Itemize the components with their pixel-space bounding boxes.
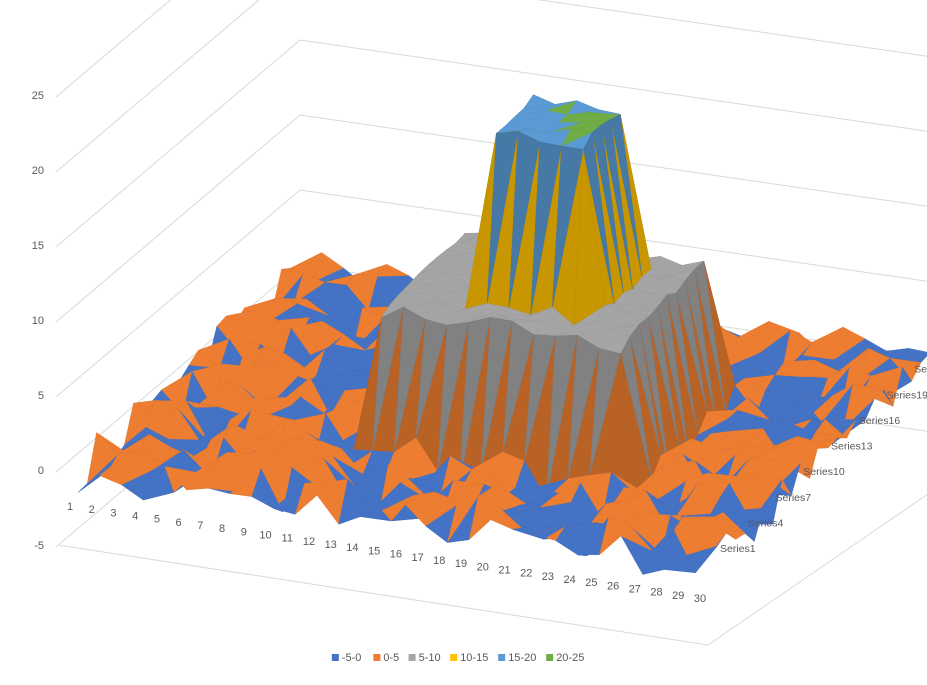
- legend-item-3: 10-15: [450, 652, 488, 664]
- x-tick-label-30: 30: [694, 593, 706, 605]
- legend-swatch-5: [546, 654, 553, 661]
- z-axis-tick-labels: -5 0 5 10 15 20 25: [32, 90, 44, 552]
- series-tick-label-series10: Series10: [803, 466, 845, 478]
- series-tick-label-series16: Series16: [859, 415, 901, 427]
- x-tick-label-10: 10: [259, 530, 271, 542]
- x-tick-label-7: 7: [197, 520, 203, 532]
- z-tick-label-15: 15: [32, 240, 44, 252]
- legend-item-4: 15-20: [498, 652, 536, 664]
- x-tick-label-5: 5: [154, 514, 160, 526]
- z-tick-label-10: 10: [32, 315, 44, 327]
- x-tick-label-22: 22: [520, 568, 532, 580]
- x-tick-label-25: 25: [585, 577, 597, 589]
- series-tick-label-series13: Series13: [831, 441, 873, 453]
- x-tick-label-29: 29: [672, 590, 684, 602]
- legend-item-1: 0-5: [373, 652, 399, 664]
- x-tick-label-15: 15: [368, 545, 380, 557]
- x-tick-label-1: 1: [67, 501, 73, 513]
- z-tick-label-0: 0: [38, 465, 44, 477]
- x-tick-label-11: 11: [282, 533, 293, 545]
- legend-swatch-2: [409, 654, 416, 661]
- legend-swatch-4: [498, 654, 505, 661]
- legend-label-2: 5-10: [419, 652, 441, 664]
- x-tick-label-16: 16: [390, 549, 402, 561]
- legend-item-2: 5-10: [409, 652, 441, 664]
- gridline-z-25: [56, 0, 927, 97]
- legend-label-4: 15-20: [508, 652, 536, 664]
- series-tick-label-series4: Series4: [748, 517, 784, 529]
- z-tick-label-25: 25: [32, 90, 44, 102]
- legend-label-1: 0-5: [383, 652, 399, 664]
- x-tick-label-27: 27: [629, 583, 641, 595]
- x-tick-label-17: 17: [411, 552, 423, 564]
- x-tick-label-23: 23: [542, 571, 554, 583]
- legend-label-0: -5-0: [342, 652, 362, 664]
- z-tick-label--5: -5: [34, 540, 44, 552]
- x-tick-label-14: 14: [346, 542, 358, 554]
- x-tick-label-2: 2: [89, 504, 95, 516]
- x-tick-label-24: 24: [564, 574, 576, 586]
- x-tick-label-4: 4: [132, 511, 138, 523]
- legend: -5-0 0-5 5-10 10-15 15-20 20-25: [332, 652, 585, 664]
- gridline-z-20: [56, 0, 927, 172]
- legend-item-5: 20-25: [546, 652, 584, 664]
- z-tick-label-20: 20: [32, 165, 44, 177]
- series-tick-label-series19: Series19: [887, 389, 927, 401]
- x-tick-label-19: 19: [455, 558, 467, 570]
- x-tick-label-18: 18: [433, 555, 445, 567]
- x-tick-label-8: 8: [219, 523, 225, 535]
- legend-swatch-0: [332, 654, 339, 661]
- x-tick-label-26: 26: [607, 580, 619, 592]
- legend-swatch-3: [450, 654, 457, 661]
- z-tick-label-5: 5: [38, 390, 44, 402]
- series-tick-label-series7: Series7: [776, 492, 812, 504]
- x-tick-label-9: 9: [241, 526, 247, 538]
- x-tick-label-13: 13: [325, 539, 337, 551]
- series-tick-label-series1: Series1: [720, 543, 756, 555]
- x-tick-label-3: 3: [110, 507, 116, 519]
- x-tick-label-20: 20: [477, 561, 489, 573]
- legend-swatch-1: [373, 654, 380, 661]
- x-tick-label-6: 6: [176, 517, 182, 529]
- x-tick-label-28: 28: [650, 587, 662, 599]
- legend-item-0: -5-0: [332, 652, 362, 664]
- x-tick-label-21: 21: [498, 564, 510, 576]
- legend-label-5: 20-25: [556, 652, 584, 664]
- legend-label-3: 10-15: [460, 652, 488, 664]
- x-tick-label-12: 12: [303, 536, 315, 548]
- series-tick-label-series22: Series22: [914, 364, 927, 376]
